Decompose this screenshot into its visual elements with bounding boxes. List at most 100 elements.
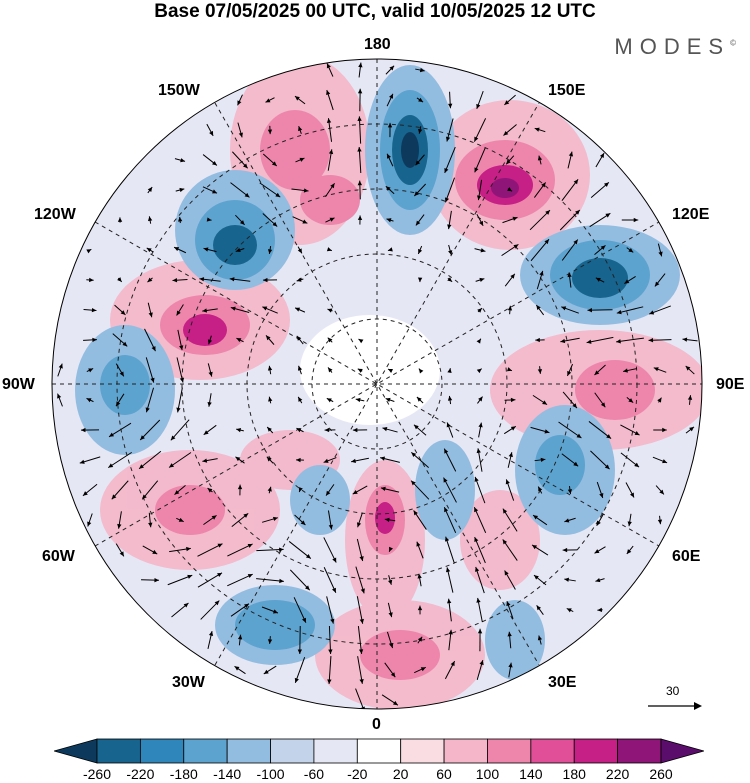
wind-arrow-head	[510, 397, 516, 403]
wind-arrow-head	[600, 402, 606, 408]
wind-arrow-head	[649, 310, 655, 315]
wind-arrow	[256, 548, 284, 552]
wind-arrow-head	[298, 126, 303, 132]
wind-arrow-head	[212, 160, 217, 166]
wind-arrow-head	[355, 397, 361, 403]
wind-arrow-head	[444, 448, 449, 454]
wind-arrow-head	[235, 247, 241, 253]
wind-arrow-head	[268, 396, 273, 402]
wind-arrow-head	[119, 551, 124, 557]
wind-arrow-head	[444, 507, 449, 513]
wind-arrow-head	[418, 248, 423, 254]
wind-arrow-head	[271, 161, 277, 166]
wind-arrow-head	[479, 277, 485, 283]
wind-arrow-head	[419, 67, 425, 73]
wind-arrow-head	[388, 579, 393, 585]
wind-arrow-head	[139, 464, 144, 469]
wind-arrow-head	[82, 491, 88, 496]
wind-arrow-head	[79, 459, 85, 464]
reference-vector-label: 30	[666, 684, 680, 698]
wind-arrow-head	[594, 549, 600, 554]
wind-arrow-head	[542, 400, 548, 405]
wind-arrow-head	[111, 494, 117, 500]
wind-arrow-head	[239, 220, 245, 225]
wind-arrow-head	[244, 603, 250, 609]
wind-arrow-head	[388, 612, 393, 618]
wind-arrow-head	[448, 629, 453, 635]
wind-arrow-head	[236, 428, 242, 433]
wind-arrow	[323, 567, 337, 593]
wind-arrow-head	[327, 679, 332, 684]
wind-arrow-head	[540, 457, 546, 463]
wind-arrow-head	[416, 397, 422, 402]
wind-arrow-head	[154, 577, 159, 583]
wind-arrow-head	[389, 643, 394, 649]
wind-arrow-head	[323, 458, 329, 463]
wind-arrow-head	[330, 183, 335, 189]
wind-arrow-head	[564, 577, 570, 582]
wind-arrow-head	[595, 277, 601, 282]
wind-arrow-head	[151, 346, 156, 352]
wind-arrow-head	[356, 522, 362, 528]
wind-arrow-head	[390, 672, 396, 678]
wind-arrow-head	[176, 407, 181, 413]
wind-arrow-head	[326, 90, 331, 96]
wind-arrow-head	[566, 608, 572, 613]
wind-arrow-head	[544, 429, 550, 434]
wind-arrow-head	[447, 368, 452, 373]
wind-arrow-head	[275, 192, 281, 198]
colorbar-swatch	[400, 738, 445, 764]
colorbar-swatch	[313, 738, 358, 764]
wind-arrow-head	[294, 96, 300, 101]
wind-arrow-head	[295, 307, 301, 312]
wind-arrow-head	[687, 395, 693, 400]
wind-arrow-head	[567, 370, 572, 376]
wind-arrow-head	[147, 187, 153, 192]
wind-arrow-head	[88, 368, 94, 373]
wind-arrow-head	[89, 277, 94, 283]
wind-arrow-head	[247, 543, 253, 548]
wind-arrow	[288, 541, 312, 559]
wind-arrow-head	[170, 435, 176, 441]
wind-arrow-head	[444, 167, 449, 173]
lon-label-90e: 90E	[716, 376, 745, 393]
wind-arrow-head	[120, 310, 126, 315]
wind-arrow-head	[476, 103, 481, 109]
wind-arrow-head	[109, 432, 114, 437]
wind-arrow-head	[446, 422, 451, 428]
wind-arrow	[197, 572, 223, 588]
wind-arrow-head	[326, 63, 331, 69]
polar-map	[51, 58, 703, 710]
wind-arrow-head	[265, 98, 271, 103]
wind-arrow-head	[662, 427, 667, 433]
wind-arrow-head	[384, 517, 390, 523]
wind-arrow-head	[267, 486, 272, 492]
wind-arrow-head	[539, 270, 544, 276]
wind-arrow-head	[360, 588, 365, 594]
wind-arrow-head	[267, 365, 273, 371]
wind-arrow-head	[628, 398, 634, 403]
wind-arrow-head	[474, 507, 479, 513]
wind-arrow-head	[474, 167, 479, 173]
wind-arrow-head	[207, 339, 213, 345]
wind-arrow	[256, 578, 284, 582]
wind-arrow-head	[357, 368, 363, 373]
wind-arrow-head	[87, 521, 92, 527]
wind-arrow-head	[178, 517, 184, 522]
wind-arrow-head	[296, 457, 301, 463]
wind-arrow-head	[202, 458, 208, 463]
wind-arrow-head	[417, 573, 422, 579]
wind-arrow-head	[332, 557, 337, 563]
wind-arrow	[444, 146, 456, 174]
wind-arrow-head	[150, 377, 155, 383]
wind-arrow-head	[447, 224, 452, 230]
wind-arrow-head	[300, 520, 306, 526]
wind-arrow-head	[504, 100, 510, 105]
wind-arrow-head	[415, 160, 421, 166]
wind-arrow-head	[448, 250, 453, 256]
wind-arrow-head	[327, 308, 333, 313]
wind-arrow-head	[417, 636, 423, 642]
wind-arrow-head	[179, 187, 185, 193]
wind-arrow-head	[148, 522, 153, 528]
wind-arrow-head	[279, 578, 284, 584]
